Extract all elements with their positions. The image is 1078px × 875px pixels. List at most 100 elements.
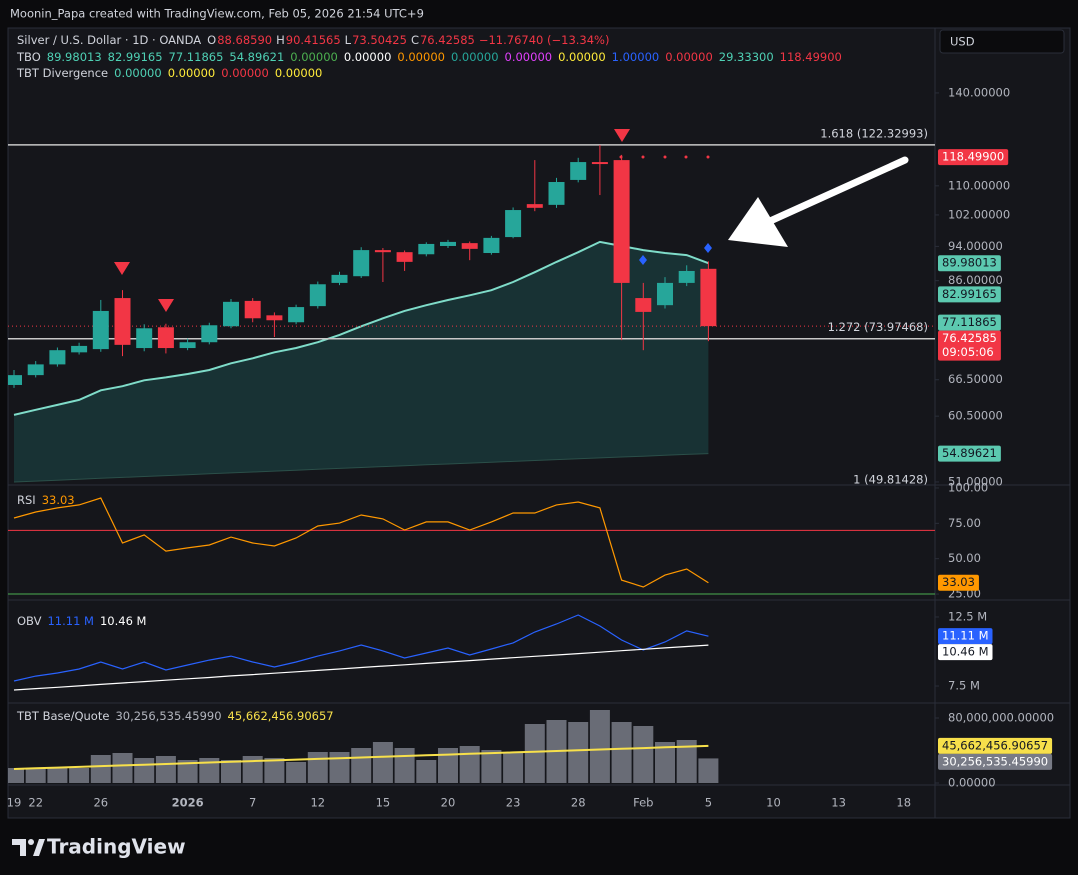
bar bbox=[481, 749, 502, 784]
candle-body bbox=[201, 325, 218, 343]
ohlc-value: 73.50425 bbox=[352, 33, 407, 47]
legend-main: Silver / U.S. Dollar · 1D · OANDA O88.685… bbox=[17, 32, 613, 48]
y-tick-label: 51.00000 bbox=[948, 474, 1003, 488]
candle-body bbox=[114, 298, 131, 345]
legend-value: 0.00000 bbox=[167, 66, 216, 80]
candle-body bbox=[483, 237, 500, 254]
ohlc-value: 90.41565 bbox=[285, 33, 341, 47]
indicator-name: OBV bbox=[17, 614, 42, 628]
bar bbox=[503, 752, 524, 784]
candle-body bbox=[396, 252, 413, 262]
y-tick-label: 102.00000 bbox=[948, 207, 1010, 221]
bar bbox=[633, 726, 654, 784]
level-label: 1.272 (73.97468) bbox=[828, 320, 928, 334]
series-line bbox=[13, 497, 709, 588]
bar bbox=[8, 768, 24, 784]
main-pane bbox=[8, 144, 935, 483]
legend-value: 0.00000 bbox=[343, 50, 392, 64]
price-label: 77.11865 bbox=[942, 315, 997, 329]
bar bbox=[524, 723, 545, 784]
panel bbox=[7, 27, 1071, 819]
legend-base-quote: TBT Base/Quote 30,256,535.45990 45,662,456… bbox=[17, 708, 340, 724]
x-tick-label: 20 bbox=[441, 796, 456, 810]
price-label: 11.11 M bbox=[942, 629, 989, 643]
x-tick-label: 18 bbox=[896, 796, 911, 810]
candle-body bbox=[657, 282, 673, 306]
indicator-name: TBT Divergence bbox=[17, 66, 109, 80]
y-tick-label: 110.00000 bbox=[948, 178, 1010, 192]
y-tick-label: 86.00000 bbox=[948, 273, 1003, 287]
bar bbox=[568, 721, 589, 784]
candle-body bbox=[548, 182, 565, 205]
y-tick-label: 75.00 bbox=[948, 516, 981, 530]
arrow-shaft bbox=[764, 156, 909, 226]
bar bbox=[459, 745, 480, 784]
legend-value: 33.03 bbox=[41, 493, 75, 507]
candle-body bbox=[526, 204, 543, 208]
legend-value: 0.00000 bbox=[274, 66, 323, 80]
bar bbox=[90, 755, 111, 784]
legend-value: 0.00000 bbox=[450, 50, 499, 64]
x-tick-label: 13 bbox=[831, 796, 846, 810]
x-tick-label: 19 bbox=[7, 796, 22, 810]
candle-body bbox=[71, 345, 88, 353]
legend-value: 45,662,456.90657 bbox=[227, 709, 334, 723]
currency-button[interactable] bbox=[939, 29, 1065, 54]
x-tick-label: 12 bbox=[310, 796, 325, 810]
candle-body bbox=[505, 210, 522, 238]
bar bbox=[47, 768, 68, 784]
candle-body bbox=[49, 350, 66, 365]
price-label: 89.98013 bbox=[942, 256, 997, 270]
candle-body bbox=[157, 327, 174, 349]
y-tick-label: 7.5 M bbox=[948, 679, 980, 693]
dot bbox=[684, 155, 688, 159]
change: −11.76740 (−13.34%) bbox=[478, 33, 610, 47]
legend-value: 0.00000 bbox=[397, 50, 445, 64]
y-tick-label: 50.00 bbox=[948, 551, 981, 565]
indicator-name: RSI bbox=[17, 493, 36, 507]
dot bbox=[663, 155, 667, 159]
candle-body bbox=[374, 250, 391, 253]
x-tick-label: 22 bbox=[28, 796, 43, 810]
price-label: 10.46 M bbox=[942, 645, 989, 659]
y-tick-label: 0.00000 bbox=[948, 776, 996, 790]
price-label-box bbox=[938, 644, 993, 661]
price-label: 82.99165 bbox=[942, 287, 997, 301]
legend-obv: OBV 11.11 M 10.46 M bbox=[17, 613, 152, 629]
legend-tbo: TBO 89.98013 82.99165 77.11865 54.89621 0.000… bbox=[17, 49, 848, 65]
legend-value: 0.00000 bbox=[290, 50, 338, 64]
x-tick-label: 10 bbox=[766, 796, 781, 810]
price-label-box bbox=[938, 314, 1001, 331]
candle-body bbox=[92, 310, 109, 350]
price-label-box bbox=[938, 753, 1053, 770]
legend-value: 0.00000 bbox=[558, 50, 606, 64]
price-label-box bbox=[938, 445, 1001, 462]
candle-body bbox=[353, 250, 370, 277]
ohlc-key: H bbox=[276, 33, 285, 47]
diamond-signal bbox=[704, 243, 712, 253]
legend-value: 89.98013 bbox=[46, 50, 102, 64]
x-tick-label: 15 bbox=[376, 796, 391, 810]
bar bbox=[307, 752, 328, 784]
price-label: 30,256,535.45990 bbox=[942, 754, 1048, 768]
bar bbox=[676, 740, 697, 784]
bar bbox=[221, 759, 241, 784]
bar bbox=[134, 757, 155, 784]
dot bbox=[706, 155, 710, 159]
ohlc-key: C bbox=[410, 33, 419, 47]
signals bbox=[114, 129, 712, 312]
price-label-box bbox=[938, 628, 993, 645]
candle-body bbox=[331, 274, 348, 283]
candle-body bbox=[27, 364, 44, 376]
x-tick-label: 28 bbox=[571, 796, 586, 810]
indicator-name: TBO bbox=[17, 50, 41, 64]
legend-value: 10.46 M bbox=[99, 614, 147, 628]
credit: Moonin_Papa created with TradingView.com… bbox=[10, 7, 424, 21]
candle-body bbox=[288, 307, 305, 323]
candle-body bbox=[635, 298, 652, 312]
bar bbox=[242, 756, 263, 784]
candle-body bbox=[179, 342, 196, 349]
legend-value: 11.11 M bbox=[47, 614, 94, 628]
